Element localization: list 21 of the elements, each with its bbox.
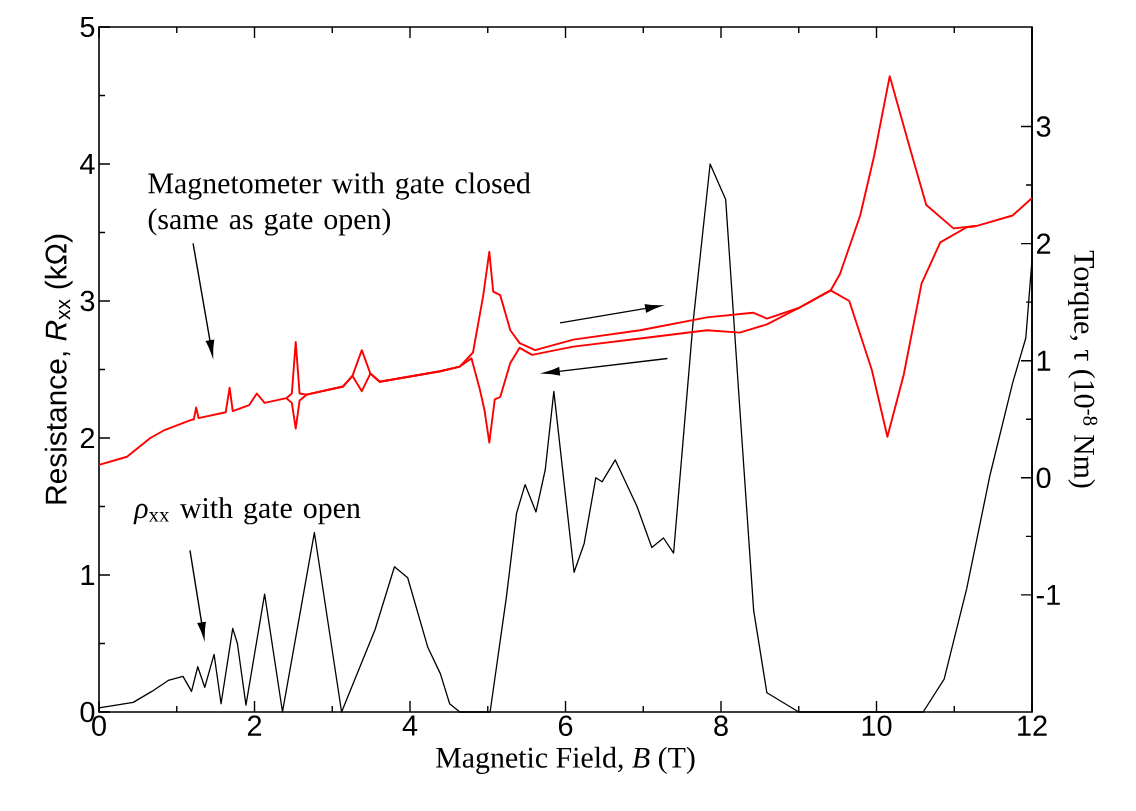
y2-tick-label: 2 xyxy=(1036,233,1051,254)
y-tick-label: 5 xyxy=(80,16,95,38)
y-tick-label: 1 xyxy=(81,565,95,585)
y-tick-label: 3 xyxy=(80,290,95,312)
x-tick-label: 8 xyxy=(714,715,728,736)
y-axis-title: Resistance, R$_{xx}$ (kΩ) xyxy=(44,234,73,504)
x-tick-label: 10 xyxy=(862,715,892,736)
annotation: Magnetometer with gate closed (same as gate open) xyxy=(148,172,531,236)
annotation: ρ$_{xx}$ with gate open xyxy=(133,497,361,525)
x-tick-label: 2 xyxy=(247,715,262,736)
y2-axis-title: Torque, τ (10$^{-8}$ Nm) xyxy=(1068,250,1098,488)
y2-tick-label: 0 xyxy=(1036,467,1051,489)
y2-tick-label: 3 xyxy=(1036,116,1051,137)
y2-tick-label: -1 xyxy=(1036,584,1060,605)
y2-tick-label: 1 xyxy=(1037,350,1051,371)
x-tick-label: 4 xyxy=(402,715,418,736)
y-tick-label: 2 xyxy=(80,427,95,449)
x-tick-label: 6 xyxy=(558,715,573,736)
x-tick-label: 12 xyxy=(1018,715,1047,736)
x-axis-title: Magnetic Field, B (T) xyxy=(436,746,695,774)
y-tick-label: 4 xyxy=(80,154,95,174)
